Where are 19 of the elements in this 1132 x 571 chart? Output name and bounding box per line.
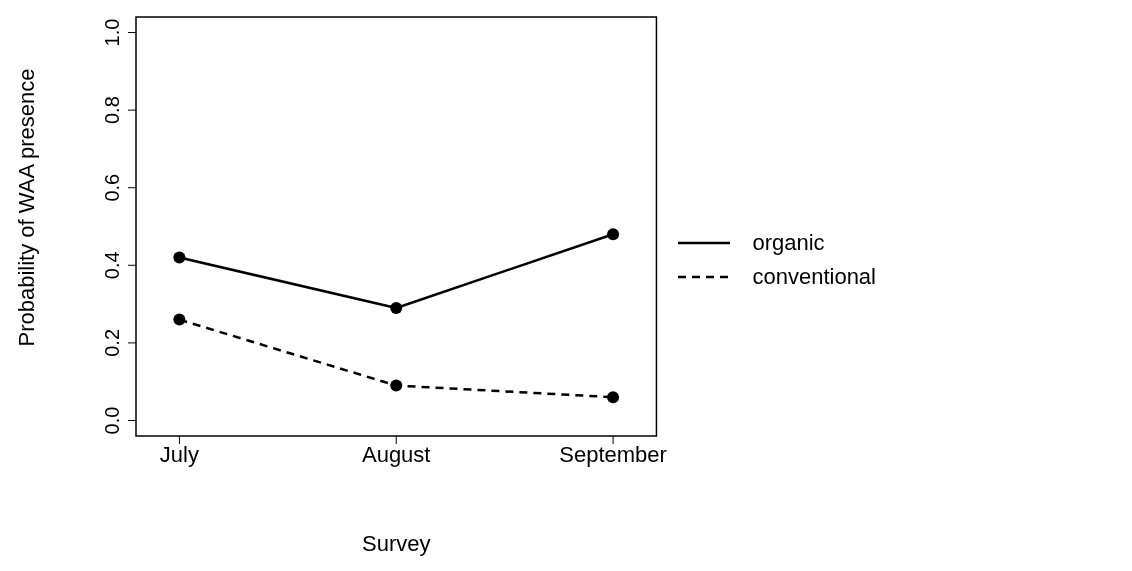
- x-tick-label: August: [361, 441, 431, 467]
- legend-label: conventional: [752, 263, 876, 290]
- y-tick-label: 1.0: [101, 18, 123, 47]
- y-axis-title: Probability of WAA presence: [13, 68, 39, 347]
- point: [173, 251, 186, 264]
- legend-label: organic: [752, 229, 825, 256]
- y-tick-label: 0.6: [101, 173, 123, 202]
- x-tick-label: July: [159, 441, 199, 467]
- x-axis-title: Survey: [361, 531, 431, 556]
- x-tick-label: September: [559, 441, 667, 467]
- point: [607, 391, 620, 404]
- y-tick-label: 0.4: [101, 251, 123, 280]
- y-tick-label: 0.8: [101, 96, 123, 125]
- y-tick-label: 0.0: [101, 406, 123, 435]
- point: [390, 379, 403, 392]
- point: [607, 228, 620, 241]
- point: [390, 301, 403, 314]
- point: [173, 313, 186, 326]
- y-tick-label: 0.2: [101, 328, 123, 357]
